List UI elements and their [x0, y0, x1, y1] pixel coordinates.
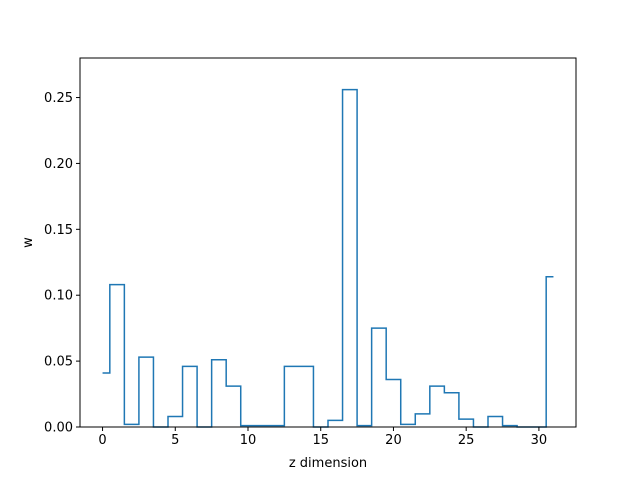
x-axis-label: z dimension [289, 456, 367, 471]
y-axis-label: w [21, 237, 36, 248]
y-tick-label: 0.25 [44, 91, 73, 106]
y-axis-ticks: 0.00 0.05 0.10 0.15 0.20 0.25 [44, 91, 80, 436]
series-line [102, 88, 554, 428]
x-tick-label: 20 [385, 433, 402, 448]
x-tick-label: 25 [458, 433, 475, 448]
x-axis-ticks: 0 5 10 15 20 25 30 [98, 427, 547, 448]
x-tick-label: 10 [240, 433, 257, 448]
y-tick-label: 0.15 [44, 223, 73, 238]
y-tick-label: 0.20 [44, 157, 73, 172]
x-tick-label: 15 [312, 433, 329, 448]
x-tick-label: 5 [171, 433, 179, 448]
x-tick-label: 0 [98, 433, 106, 448]
x-tick-label: 30 [531, 433, 548, 448]
axes-frame [79, 57, 577, 428]
y-tick-label: 0.10 [44, 289, 73, 304]
y-tick-label: 0.05 [44, 355, 73, 370]
plot-area [79, 57, 577, 428]
y-tick-label: 0.00 [44, 421, 73, 436]
